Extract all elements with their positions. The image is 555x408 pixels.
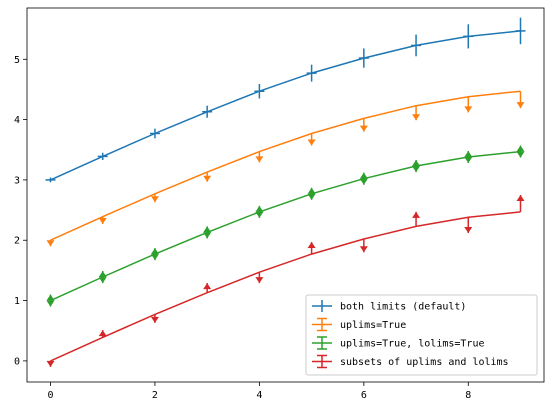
uplim-arrow [150,316,159,323]
uplim-arrow [255,277,264,284]
legend-entry-4: subsets of uplims and lolims [312,354,509,369]
lolim-arrow [307,242,316,249]
lolim-arrow [98,271,107,278]
lolim-arrow [46,294,55,301]
uplim-arrow [46,240,55,247]
series-line [50,90,521,241]
uplim-arrow [307,193,316,200]
series-3 [46,145,525,307]
uplim-arrow [203,175,212,182]
lolim-arrow [255,205,264,212]
uplim-arrow [98,277,107,284]
uplim-arrow [46,360,55,367]
legend-label: subsets of uplims and lolims [340,357,509,368]
lolim-arrow [203,226,212,233]
x-tick-label: 8 [465,390,471,401]
x-tick-label: 6 [361,390,367,401]
axes-layer: 0 2 4 6 8 0 1 2 3 4 5 [14,7,545,401]
legend-entry-3: uplims=True, lolims=True [312,336,485,350]
uplim-arrow [464,106,473,113]
legend: both limits (default) uplims=True uplims=T… [305,294,538,376]
series-line [50,30,521,181]
series-2 [46,90,525,247]
lolim-arrow [412,211,421,218]
y-tick-label: 2 [14,236,20,247]
lolim-arrow [412,160,421,167]
series-line [50,211,521,362]
uplim-arrow [359,246,368,253]
lolim-arrow [359,172,368,179]
lolim-arrow [516,195,525,201]
lolim-arrow [516,145,525,152]
legend-label: uplims=True, lolims=True [340,339,485,350]
lolim-arrow [98,330,107,337]
uplim-arrow [255,156,264,163]
y-tick-label: 1 [14,296,20,307]
legend-entry-2: uplims=True [312,317,406,332]
x-tick-label: 2 [152,390,158,401]
legend-label: both limits (default) [340,302,466,313]
y-tick-label: 5 [14,55,20,66]
uplim-arrow [359,178,368,185]
lolim-arrow [203,283,212,290]
y-tick-label: 0 [14,356,20,367]
uplim-arrow [516,151,525,158]
lolim-arrow [307,187,316,194]
legend-box [305,294,538,376]
series-1 [45,17,526,183]
y-tick-label: 4 [14,115,20,126]
uplim-arrow [464,227,473,234]
y-tick-label: 3 [14,175,20,186]
uplim-arrow [203,232,212,239]
uplim-arrow [46,300,55,307]
legend-label: uplims=True [340,320,406,331]
uplim-arrow [150,254,159,261]
uplim-arrow [307,139,316,146]
series-4 [46,195,525,367]
uplim-arrow [464,157,473,164]
uplim-arrow [359,125,368,132]
legend-entry-1: both limits (default) [312,300,466,313]
uplim-arrow [150,196,159,203]
x-tick-label: 4 [256,390,262,401]
series-layer [45,17,526,367]
axes-frame [26,7,545,383]
lolim-arrow [464,150,473,157]
uplim-arrow [412,166,421,173]
uplim-arrow [255,211,264,218]
uplim-arrow [412,114,421,121]
series-line [50,150,521,302]
uplim-arrow [98,217,107,224]
lolim-arrow [150,248,159,255]
x-tick-label: 0 [47,390,53,401]
uplim-arrow [516,102,525,109]
